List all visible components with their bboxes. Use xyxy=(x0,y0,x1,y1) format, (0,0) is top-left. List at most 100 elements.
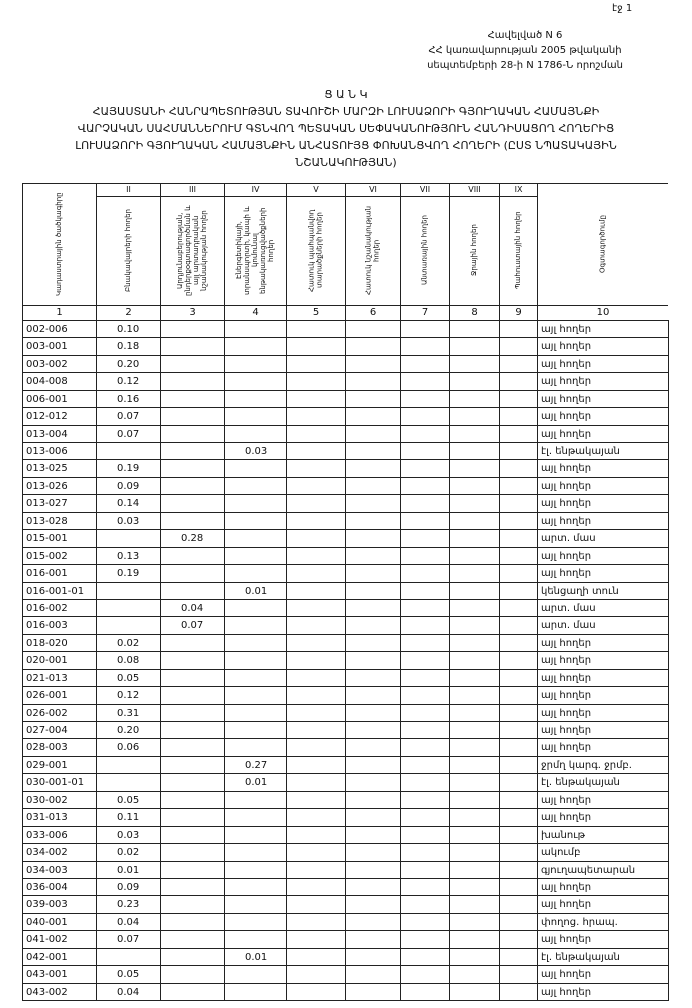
row-value xyxy=(345,686,400,705)
row-code: 013-004 xyxy=(22,424,96,444)
row-value xyxy=(449,755,499,775)
row-value xyxy=(286,982,345,1001)
row-code: 029-001 xyxy=(22,755,96,775)
row-value xyxy=(286,389,345,409)
row-value xyxy=(449,912,499,932)
row-value xyxy=(449,476,499,496)
row-use: այլ հողեր xyxy=(537,651,669,670)
row-value xyxy=(160,407,224,426)
row-value xyxy=(160,633,224,653)
row-value xyxy=(400,755,449,775)
row-value xyxy=(160,825,224,845)
row-value xyxy=(286,546,345,566)
row-value xyxy=(400,354,449,374)
row-code: 006-001 xyxy=(22,389,96,409)
row-value xyxy=(286,721,345,740)
row-use: այլ հողեր xyxy=(537,721,669,740)
row-code: 030-001-01 xyxy=(22,773,96,792)
row-value xyxy=(345,895,400,914)
column-header: Կադաստրային ծածկագիրը xyxy=(55,192,63,296)
row-value xyxy=(160,442,224,461)
row-value xyxy=(224,651,286,670)
row-code: 033-006 xyxy=(22,825,96,845)
row-use: այլ հողեր xyxy=(537,965,669,984)
row-use: այլ հողեր xyxy=(537,424,669,444)
row-value xyxy=(449,581,499,600)
row-value xyxy=(160,843,224,862)
row-value xyxy=(400,598,449,618)
row-value: 0.28 xyxy=(160,529,224,548)
row-use: փողոց. հրապ. xyxy=(537,912,669,932)
row-value xyxy=(224,424,286,444)
row-value: 0.03 xyxy=(224,442,286,461)
row-value xyxy=(499,320,537,339)
column-numeral: VI xyxy=(345,183,400,196)
row-value xyxy=(499,529,537,548)
row-value: 0.20 xyxy=(96,354,160,374)
row-value: 0.13 xyxy=(96,546,160,566)
row-value xyxy=(160,790,224,810)
row-value xyxy=(224,633,286,653)
row-value xyxy=(449,982,499,1001)
column-header: Հատուկ նշանակության հողեր xyxy=(364,205,381,296)
header-cell xyxy=(537,183,668,305)
row-use: խանութ xyxy=(537,825,669,845)
column-number: 1 xyxy=(22,305,96,320)
column-header: Հատուկ պահպանվող տարածքների հողեր xyxy=(307,209,324,292)
row-value xyxy=(499,703,537,722)
row-value xyxy=(286,825,345,845)
row-value xyxy=(499,877,537,897)
row-value xyxy=(96,442,160,461)
header-cell xyxy=(286,196,345,305)
row-code: 026-002 xyxy=(22,703,96,722)
row-value: 0.20 xyxy=(96,721,160,740)
row-value xyxy=(224,790,286,810)
row-value xyxy=(345,494,400,513)
row-use: այլ հողեր xyxy=(537,686,669,705)
row-code: 013-026 xyxy=(22,476,96,496)
row-value xyxy=(160,651,224,670)
row-code: 043-002 xyxy=(22,982,96,1001)
row-use: այլ հողեր xyxy=(537,337,669,356)
row-value xyxy=(345,354,400,374)
row-value xyxy=(400,843,449,862)
row-code: 013-027 xyxy=(22,494,96,513)
row-value xyxy=(286,790,345,810)
column-numeral: V xyxy=(286,183,345,196)
row-value xyxy=(224,337,286,356)
row-value: 0.04 xyxy=(96,912,160,932)
row-value xyxy=(345,773,400,792)
row-value xyxy=(499,459,537,478)
row-value xyxy=(224,860,286,879)
column-header: Բնակավայրերի հողեր xyxy=(124,209,132,292)
row-value xyxy=(160,860,224,879)
row-value xyxy=(345,877,400,897)
row-value xyxy=(400,337,449,356)
row-value xyxy=(160,581,224,600)
header-line: Հավելված N 6 xyxy=(487,30,563,41)
row-value xyxy=(400,982,449,1001)
row-use: այլ հողեր xyxy=(537,895,669,914)
row-value xyxy=(499,598,537,618)
row-value xyxy=(449,738,499,757)
row-value xyxy=(286,930,345,949)
row-value: 0.02 xyxy=(96,843,160,862)
row-code: 003-001 xyxy=(22,337,96,356)
row-code: 013-025 xyxy=(22,459,96,478)
row-value xyxy=(449,947,499,967)
header-line: ՀՀ կառավարության 2005 թվականի xyxy=(428,45,622,56)
row-value xyxy=(449,494,499,513)
row-value xyxy=(286,337,345,356)
row-value: 0.01 xyxy=(224,773,286,792)
row-value xyxy=(286,877,345,897)
row-value xyxy=(400,511,449,531)
column-numeral: VIII xyxy=(449,183,499,196)
row-value xyxy=(224,459,286,478)
row-value xyxy=(400,442,449,461)
row-value: 0.06 xyxy=(96,738,160,757)
row-value xyxy=(449,703,499,722)
row-value xyxy=(286,773,345,792)
header: Հավելված N 6 ՀՀ կառավարության 2005 թվակա… xyxy=(380,28,670,73)
row-value xyxy=(499,895,537,914)
